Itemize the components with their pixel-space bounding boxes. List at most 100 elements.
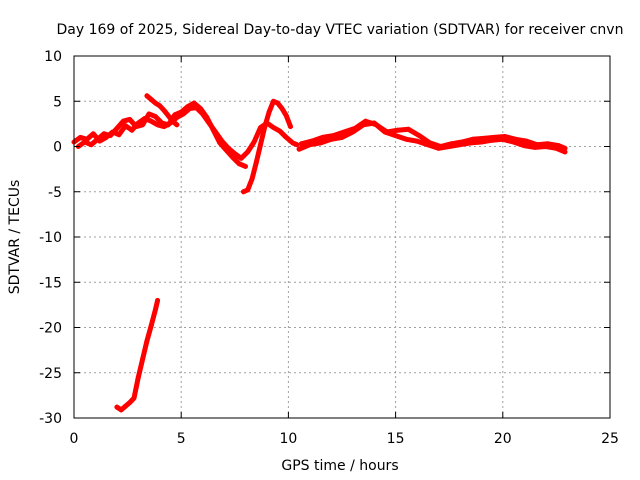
- y-tick-label: -5: [48, 185, 62, 201]
- data-point: [556, 143, 561, 148]
- data-point: [133, 124, 139, 129]
- data-point: [170, 118, 176, 124]
- data-point: [363, 118, 368, 124]
- data-point: [403, 136, 409, 142]
- data-point: [545, 141, 551, 147]
- data-point: [101, 131, 107, 137]
- data-point: [243, 164, 248, 169]
- data-point: [148, 118, 154, 124]
- y-tick-label: -30: [39, 411, 62, 427]
- data-point: [198, 106, 203, 111]
- data-point: [217, 140, 223, 146]
- data-point: [185, 104, 191, 110]
- data-point: [153, 100, 158, 106]
- x-axis-label: GPS time / hours: [281, 458, 398, 474]
- data-point: [240, 189, 246, 195]
- data-point: [298, 141, 304, 147]
- data-point: [95, 136, 100, 142]
- y-tick-label: -15: [39, 275, 62, 291]
- data-point: [279, 106, 285, 111]
- data-point: [157, 103, 163, 109]
- data-point: [395, 127, 401, 133]
- data-point: [165, 113, 171, 119]
- data-point: [108, 133, 113, 139]
- data-point: [245, 187, 251, 193]
- data-point: [373, 122, 379, 128]
- data-point: [438, 144, 444, 149]
- data-point: [78, 135, 83, 140]
- data-point: [88, 142, 94, 148]
- data-point: [341, 129, 347, 135]
- data-point: [140, 122, 146, 128]
- data-point: [140, 356, 146, 362]
- data-point: [513, 136, 519, 142]
- data-point: [309, 138, 315, 144]
- data-point: [210, 127, 216, 133]
- data-point: [416, 133, 422, 139]
- data-point: [127, 400, 133, 406]
- x-tick-label: 5: [177, 431, 186, 447]
- data-point: [245, 149, 251, 155]
- data-point: [153, 114, 158, 120]
- data-point: [283, 113, 289, 119]
- x-tick-label: 15: [387, 431, 405, 447]
- data-point: [114, 404, 120, 410]
- data-point: [114, 126, 120, 131]
- data-point: [123, 403, 128, 409]
- axis-ticks: 0 5 10 15 20 25 10 5 0 -5 -10 -15 -20 -25 -30: [39, 49, 619, 447]
- data-point: [384, 129, 390, 135]
- data-point: [159, 120, 165, 126]
- data-point: [414, 138, 420, 144]
- data-point: [253, 160, 259, 166]
- data-point: [174, 122, 180, 128]
- data-point: [427, 140, 433, 146]
- data-point: [120, 118, 126, 124]
- data-point: [448, 141, 454, 147]
- y-tick-label: 10: [44, 49, 62, 65]
- data-point: [232, 151, 238, 157]
- data-point: [523, 138, 529, 144]
- data-point: [290, 140, 296, 146]
- data-point: [258, 142, 263, 148]
- data-point: [172, 112, 178, 118]
- x-tick-label: 0: [70, 431, 79, 447]
- data-point: [262, 124, 268, 129]
- data-point: [82, 139, 88, 145]
- data-point: [320, 135, 326, 140]
- y-tick-label: -25: [39, 366, 62, 382]
- data-point: [270, 125, 276, 130]
- y-tick-label: 5: [53, 94, 62, 110]
- x-tick-label: 10: [279, 431, 297, 447]
- data-point: [155, 297, 161, 303]
- data-point: [129, 127, 135, 133]
- data-point: [155, 122, 161, 128]
- data-point: [288, 124, 293, 129]
- data-point: [393, 133, 398, 139]
- data-point: [236, 161, 242, 167]
- data-point: [481, 135, 486, 141]
- data-point: [470, 136, 476, 142]
- data-point: [275, 100, 281, 106]
- data-point: [144, 338, 150, 344]
- x-tick-label: 25: [601, 431, 619, 447]
- data-point: [352, 126, 358, 131]
- data-point: [148, 97, 154, 102]
- data-point: [459, 139, 465, 145]
- data-point: [249, 176, 255, 182]
- data-point: [251, 139, 257, 145]
- data-point: [562, 145, 568, 151]
- data-point: [277, 128, 283, 134]
- data-point: [116, 132, 122, 138]
- y-tick-label: 0: [53, 140, 62, 156]
- data-point: [339, 135, 345, 140]
- x-tick-label: 20: [494, 431, 512, 447]
- data-point: [491, 135, 497, 140]
- y-tick-label: -20: [39, 321, 62, 337]
- data-point: [318, 140, 323, 146]
- data-point: [178, 109, 184, 115]
- data-point: [191, 100, 197, 106]
- data-point: [406, 126, 411, 132]
- data-point: [90, 131, 96, 137]
- data-point: [223, 147, 229, 153]
